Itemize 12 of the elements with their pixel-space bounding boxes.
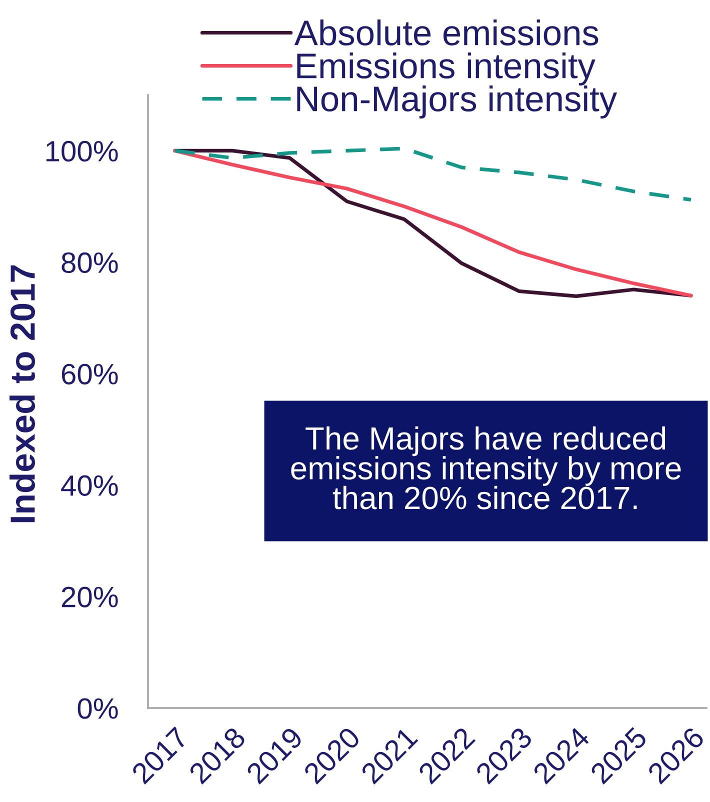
legend-label: Non-Majors intensity [297,86,618,119]
legend-label: Emissions intensity [297,52,596,86]
annotation: The Majors have reduced emissions intensity by more than 20% since 2017. [291,426,681,510]
y-tick-label: 40% [61,475,118,496]
y-tick-label: 80% [62,252,118,274]
y-tick-label: 60% [62,364,118,384]
y-tick-label: 0% [78,698,118,719]
y-tick-label: 20% [62,586,118,608]
y-axis-title: Indexed to 2017 [10,265,36,522]
legend-label: Absolute emissions [294,19,598,46]
line-series [173,146,693,202]
y-tick-label: 100% [46,140,118,162]
